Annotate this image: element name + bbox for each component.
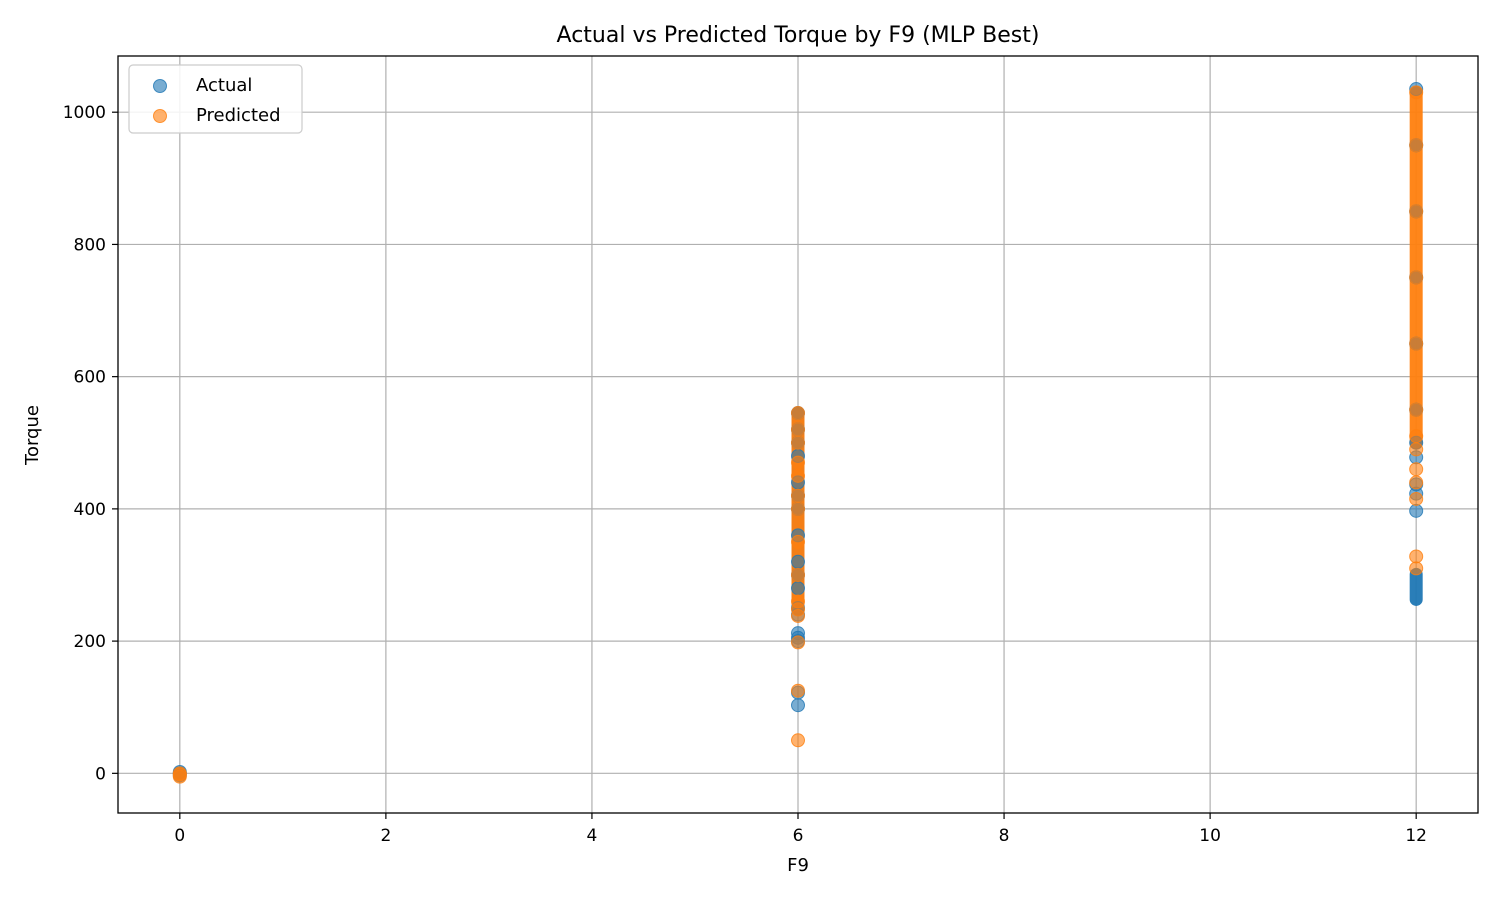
- axes-frame: [117, 55, 1479, 814]
- x-tick-label: 6: [793, 826, 804, 846]
- data-point-predicted: [791, 406, 805, 421]
- legend-label-actual: Actual: [196, 75, 252, 96]
- y-tick-label: 1000: [63, 103, 106, 123]
- y-tick-label: 400: [74, 500, 106, 520]
- legend-marker-predicted: [153, 109, 167, 123]
- x-axis-title: F9: [787, 855, 809, 876]
- data-point-predicted: [1409, 561, 1424, 576]
- y-tick-label: 0: [95, 764, 106, 784]
- data-point-predicted: [791, 435, 805, 450]
- data-point-predicted: [791, 422, 805, 437]
- legend: Actual Predicted: [128, 64, 303, 134]
- data-point-predicted: [791, 567, 805, 582]
- data-point-predicted: [1409, 270, 1424, 285]
- data-point-predicted: [791, 733, 805, 748]
- data-point-predicted: [791, 635, 805, 650]
- data-point-predicted: [1409, 549, 1424, 564]
- data-point-actual: [791, 698, 805, 713]
- data-point-predicted: [791, 501, 805, 516]
- data-point-predicted: [1409, 402, 1424, 417]
- data-point-predicted: [172, 767, 187, 782]
- legend-label-predicted: Predicted: [196, 105, 281, 126]
- x-tick-label: 12: [1405, 826, 1427, 846]
- legend-box: [128, 64, 303, 134]
- x-tick-label: 4: [587, 826, 598, 846]
- data-point-actual: [791, 581, 805, 596]
- data-point-predicted: [1409, 475, 1424, 490]
- chart-title: Actual vs Predicted Torque by F9 (MLP Be…: [557, 23, 1040, 48]
- data-point-predicted: [1409, 336, 1424, 351]
- legend-marker-actual: [153, 79, 167, 93]
- y-tick-label: 200: [74, 632, 106, 652]
- data-point-predicted: [1409, 442, 1424, 457]
- data-point-predicted: [791, 468, 805, 483]
- y-axis-title: Torque: [22, 405, 43, 466]
- data-point-actual: [1409, 503, 1424, 518]
- x-tick-label: 10: [1199, 826, 1221, 846]
- data-point-predicted: [1409, 491, 1424, 506]
- plot-area: 0 2 4 6 8 10 12 0 200 400 600 800 1000: [63, 55, 1479, 846]
- data-point-predicted: [791, 455, 805, 470]
- data-point-predicted: [1409, 85, 1424, 100]
- x-tick-label: 2: [380, 826, 391, 846]
- data-point-predicted: [1409, 204, 1424, 219]
- data-point-predicted: [791, 608, 805, 623]
- x-tick-label: 0: [174, 826, 185, 846]
- data-point-predicted: [1409, 429, 1424, 444]
- y-tick-label: 600: [74, 368, 106, 388]
- y-tick-label: 800: [74, 235, 106, 255]
- data-point-predicted: [791, 683, 805, 698]
- data-point-predicted: [791, 534, 805, 549]
- data-point-predicted: [791, 488, 805, 503]
- data-point-predicted: [1409, 462, 1424, 477]
- data-point-predicted: [1409, 138, 1424, 153]
- data-point-actual: [791, 554, 805, 569]
- x-tick-label: 8: [999, 826, 1010, 846]
